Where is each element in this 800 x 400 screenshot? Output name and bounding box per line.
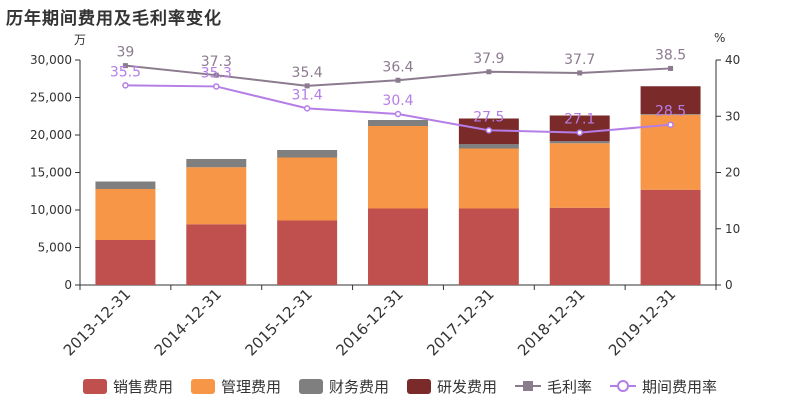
legend-swatch-management [190,378,215,394]
x-tick-label: 2016-12-31 [332,285,406,359]
left-y-tick-label: 15,000 [30,166,72,180]
bar-management [549,143,610,208]
marker-gross_margin [122,63,128,69]
x-tick-label: 2018-12-31 [514,285,588,359]
data-label-gross_margin: 36.4 [382,59,413,75]
bar-management [277,157,338,221]
x-tick-label: 2019-12-31 [605,285,679,359]
data-label-gross_margin: 37.3 [201,54,232,70]
bar-management [95,189,156,240]
data-label-gross_margin: 39 [117,45,135,61]
left-y-tick-label: 30,000 [30,53,72,67]
x-tick-label: 2013-12-31 [60,285,134,359]
right-y-tick-label: 30 [725,109,740,123]
marker-period_rate [485,127,493,134]
marker-gross_margin [304,83,310,89]
marker-period_rate [213,83,220,90]
bar-rd [640,86,701,114]
legend-swatch-finance [298,378,323,394]
bar-sales [458,208,519,285]
marker-period_rate [394,110,402,118]
bar-sales [186,224,247,285]
marker-gross_margin [486,69,492,75]
bar-management [186,167,247,225]
data-label-period_rate: 27.1 [564,112,595,128]
bar-sales [640,189,701,285]
marker-gross_margin [395,77,401,83]
legend-swatch-rd [407,378,431,394]
chart-legend: 销售费用 管理费用 财务费用 研发费用 毛利率 期间费用率 [0,374,800,398]
right-y-tick-label: 0 [725,278,733,292]
right-y-tick-label: 20 [725,166,740,180]
legend-label-rd: 研发费用 [437,377,498,396]
bar-finance [186,159,247,168]
legend-label-sales: 销售费用 [112,377,173,396]
marker-period_rate [303,105,311,112]
left-y-tick-label: 25,000 [30,91,72,105]
data-label-gross_margin: 35.4 [292,65,323,81]
marker-period_rate [667,121,674,128]
data-label-period_rate: 31.4 [292,87,323,103]
legend-label-period-rate: 期间费用率 [642,377,718,396]
bar-sales [368,208,428,285]
bar-management [458,148,519,209]
legend-item-rd[interactable]: 研发费用 [407,376,497,397]
legend-label-gross-margin: 毛利率 [547,377,593,396]
legend-item-finance[interactable]: 财务费用 [298,376,389,397]
marker-period_rate [576,129,583,136]
line-circle-marker-icon [610,380,637,392]
data-label-period_rate: 35.5 [110,64,141,80]
data-label-gross_margin: 37.9 [473,51,504,67]
line-square-marker-icon [515,381,542,391]
data-label-gross_margin: 38.5 [655,47,686,63]
bar-rd [549,115,610,141]
legend-swatch-sales [82,378,107,394]
legend-label-management: 管理费用 [220,377,281,396]
bar-finance [458,144,519,149]
bar-management [368,126,428,209]
x-tick-label: 2017-12-31 [423,285,497,359]
legend-item-gross-margin[interactable]: 毛利率 [515,376,592,397]
bar-sales [277,220,338,285]
left-y-tick-label: 10,000 [30,203,72,217]
marker-gross_margin [668,65,674,71]
data-label-period_rate: 27.5 [473,109,504,125]
marker-gross_margin [213,72,219,78]
bar-sales [549,207,610,285]
left-axis-unit: 万 [74,33,87,47]
chart-title: 历年期间费用及毛利率变化 [6,9,222,29]
data-label-gross_margin: 37.7 [564,52,595,68]
legend-item-period-rate[interactable]: 期间费用率 [610,376,717,397]
left-y-tick-label: 5,000 [38,241,72,255]
right-axis-unit: % [714,31,726,45]
right-y-tick-label: 40 [725,53,740,67]
data-label-period_rate: 28.5 [655,104,686,120]
marker-gross_margin [577,70,583,76]
x-tick-label: 2015-12-31 [242,285,316,359]
bar-finance [277,150,338,158]
bar-finance [95,181,156,189]
left-y-tick-label: 0 [64,278,72,292]
bar-finance [549,141,610,144]
marker-period_rate [122,82,129,89]
x-tick-label: 2014-12-31 [151,285,225,359]
bar-finance [368,120,428,126]
legend-item-sales[interactable]: 销售费用 [82,376,173,397]
bar-finance [640,114,701,115]
data-label-period_rate: 30.4 [382,93,413,109]
right-y-tick-label: 10 [725,222,740,236]
legend-label-finance: 财务费用 [328,377,389,396]
bar-sales [95,240,156,285]
legend-item-management[interactable]: 管理费用 [190,376,281,397]
data-label-period_rate: 35.3 [201,65,232,81]
left-y-tick-label: 20,000 [30,128,72,142]
